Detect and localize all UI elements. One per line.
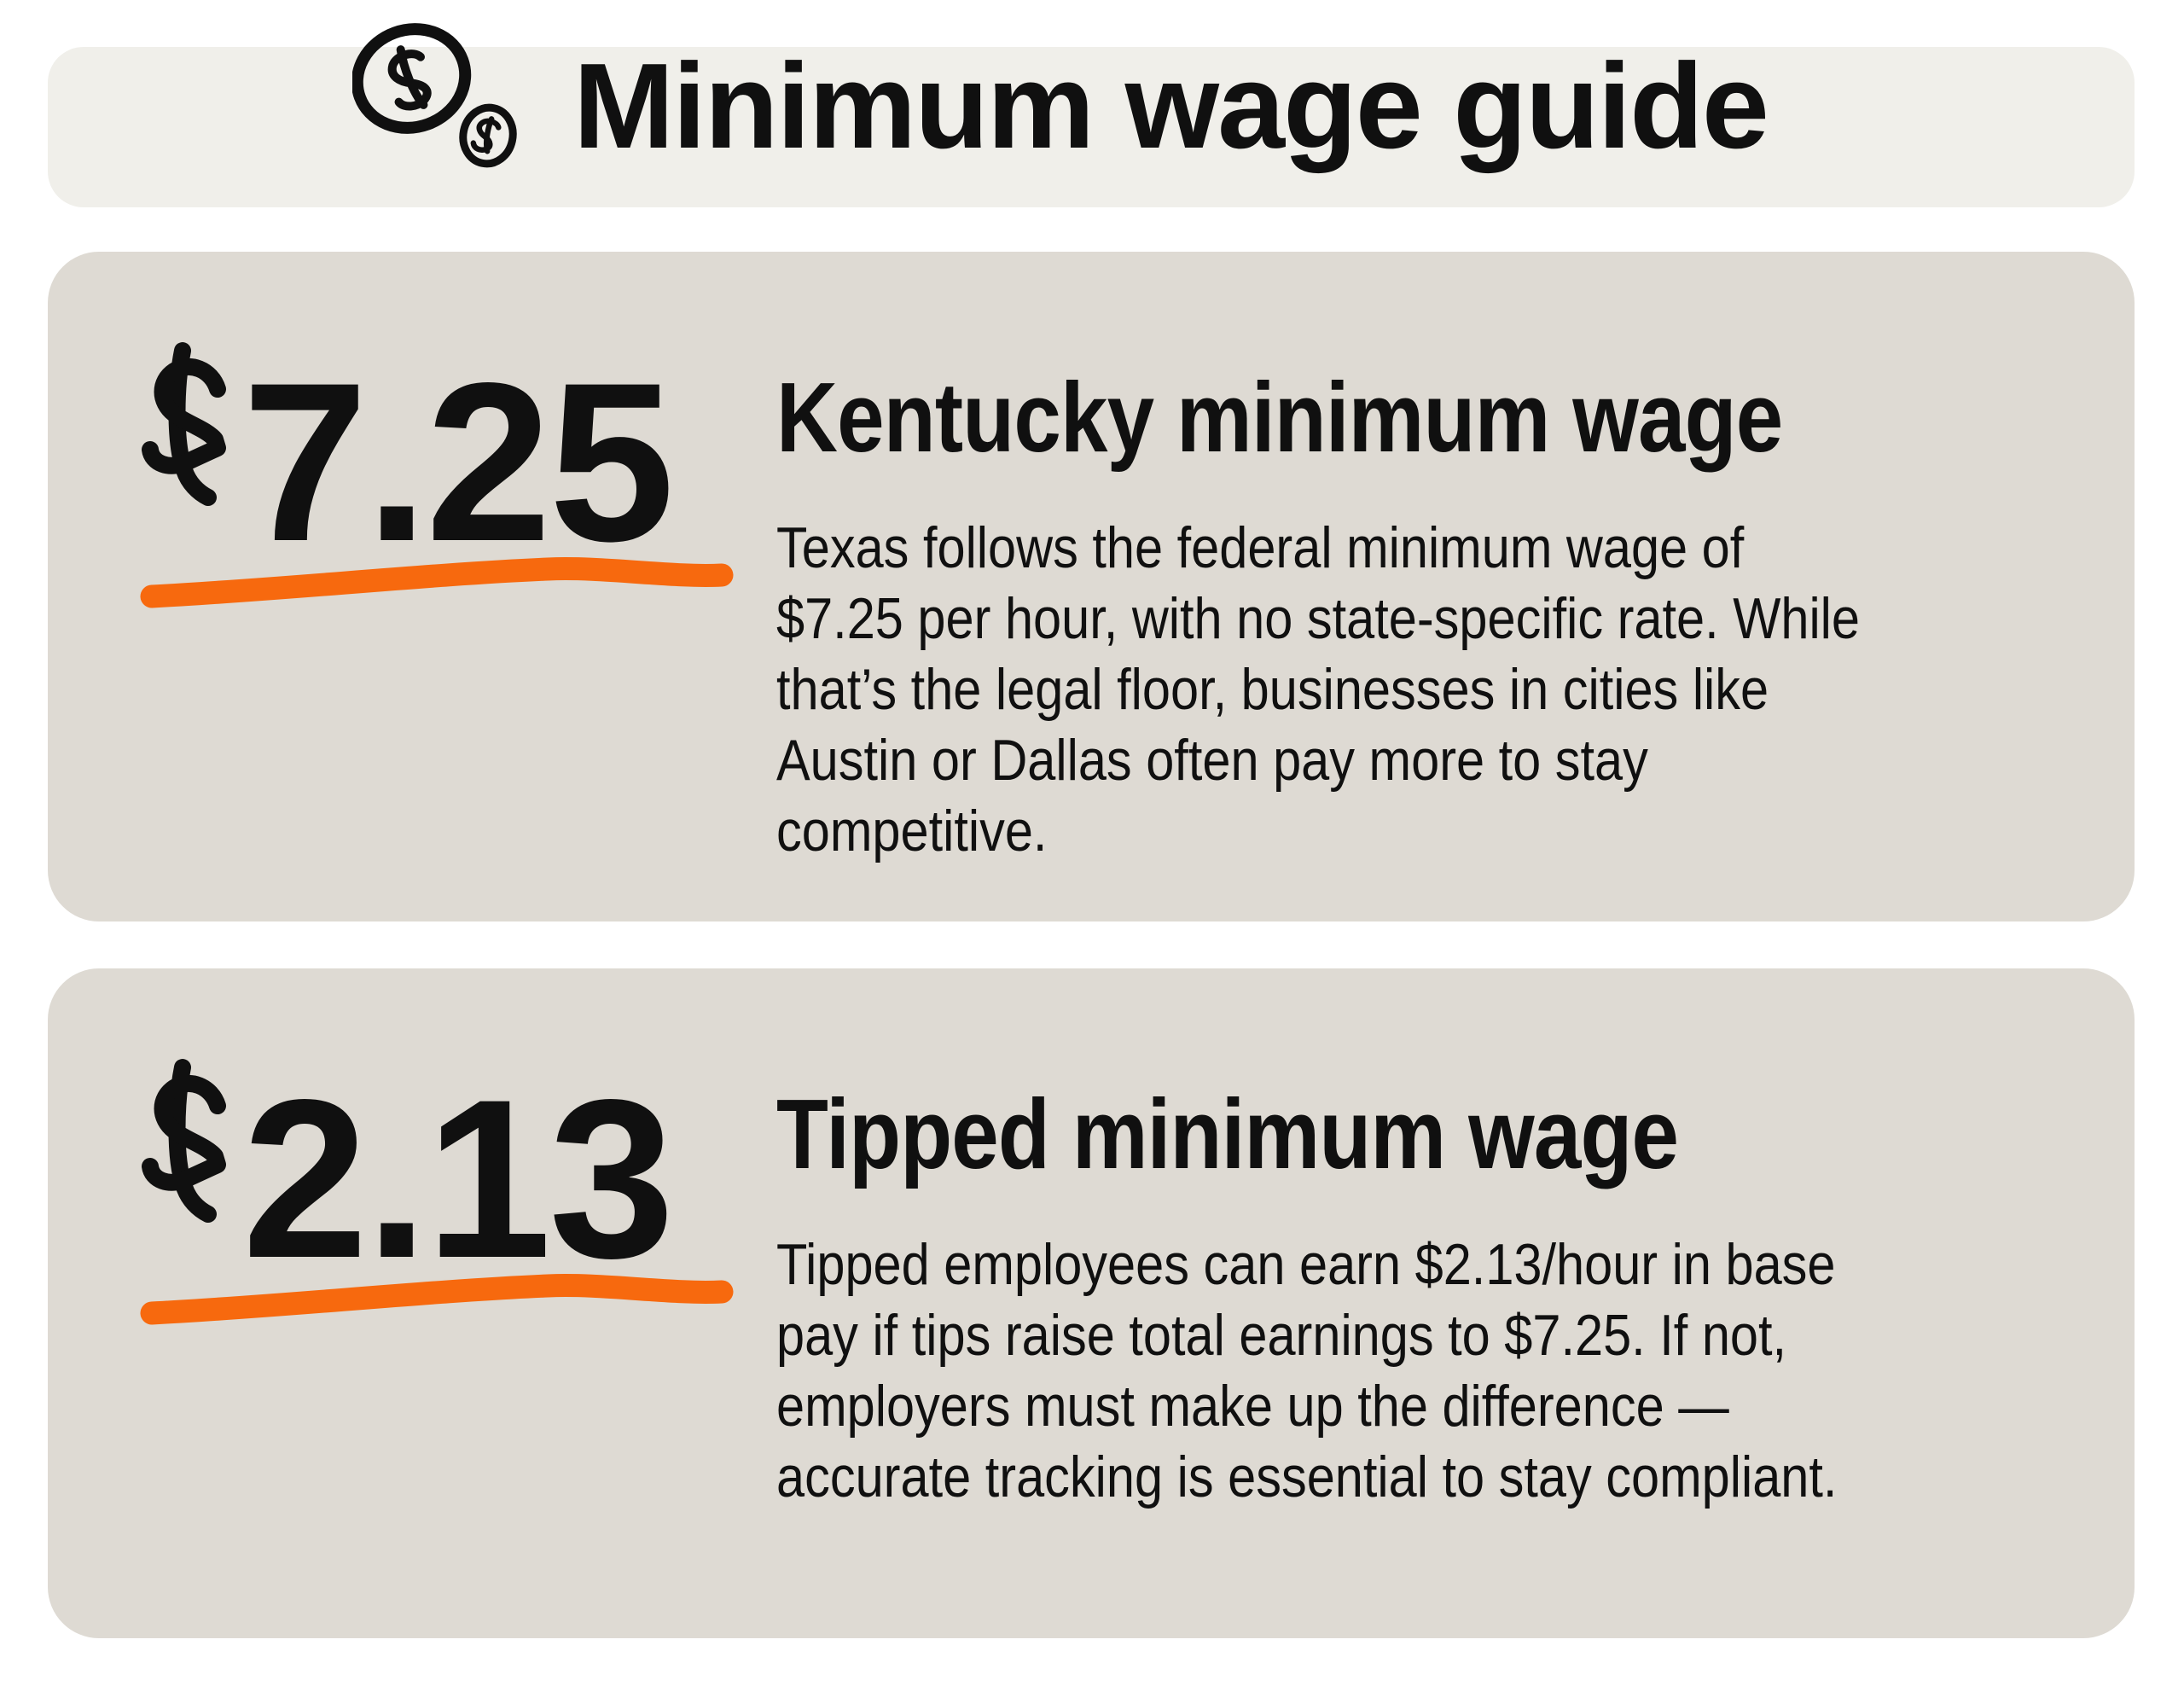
marker-underline bbox=[140, 557, 734, 608]
body-text-line: employers must make up the difference — bbox=[776, 1374, 1729, 1439]
card-heading: Tipped minimum wage bbox=[776, 1078, 1679, 1189]
dollar-sign-icon bbox=[142, 342, 226, 506]
amount-figure: 7.25 bbox=[48, 252, 781, 921]
body-text-line: Austin or Dallas often pay more to stay bbox=[776, 728, 1648, 793]
wage-card-kentucky: 7.25 Kentucky minimum wage Texas follows… bbox=[48, 252, 2135, 921]
body-text-line: $7.25 per hour, with no state-specific r… bbox=[776, 586, 1860, 651]
card-heading: Kentucky minimum wage bbox=[776, 362, 1783, 473]
body-text-line: pay if tips raise total earnings to $7.2… bbox=[776, 1303, 1787, 1368]
coins-icon bbox=[352, 23, 517, 168]
dollar-sign-icon bbox=[142, 1059, 226, 1223]
body-text-line: Texas follows the federal minimum wage o… bbox=[776, 515, 1745, 580]
card-text: Tipped minimum wage Tipped employees can… bbox=[776, 1078, 2141, 1513]
page-title: Minimum wage guide bbox=[573, 38, 1769, 174]
card-body: Texas follows the federal minimum wage o… bbox=[776, 513, 1971, 867]
marker-underline bbox=[140, 1274, 734, 1325]
body-text-line: accurate tracking is essential to stay c… bbox=[776, 1445, 1838, 1509]
card-text: Kentucky minimum wage Texas follows the … bbox=[776, 361, 2141, 867]
body-text-line: Tipped employees can earn $2.13/hour in … bbox=[776, 1232, 1836, 1297]
body-text-line: that’s the legal floor, businesses in ci… bbox=[776, 657, 1769, 722]
body-text-line: competitive. bbox=[776, 799, 1048, 863]
amount-figure: 2.13 bbox=[48, 968, 781, 1638]
amount-value: 7.25 bbox=[242, 336, 675, 589]
wage-card-tipped: 2.13 Tipped minimum wage Tipped employee… bbox=[48, 968, 2135, 1638]
card-body: Tipped employees can earn $2.13/hour in … bbox=[776, 1230, 1971, 1513]
amount-value: 2.13 bbox=[242, 1053, 675, 1305]
